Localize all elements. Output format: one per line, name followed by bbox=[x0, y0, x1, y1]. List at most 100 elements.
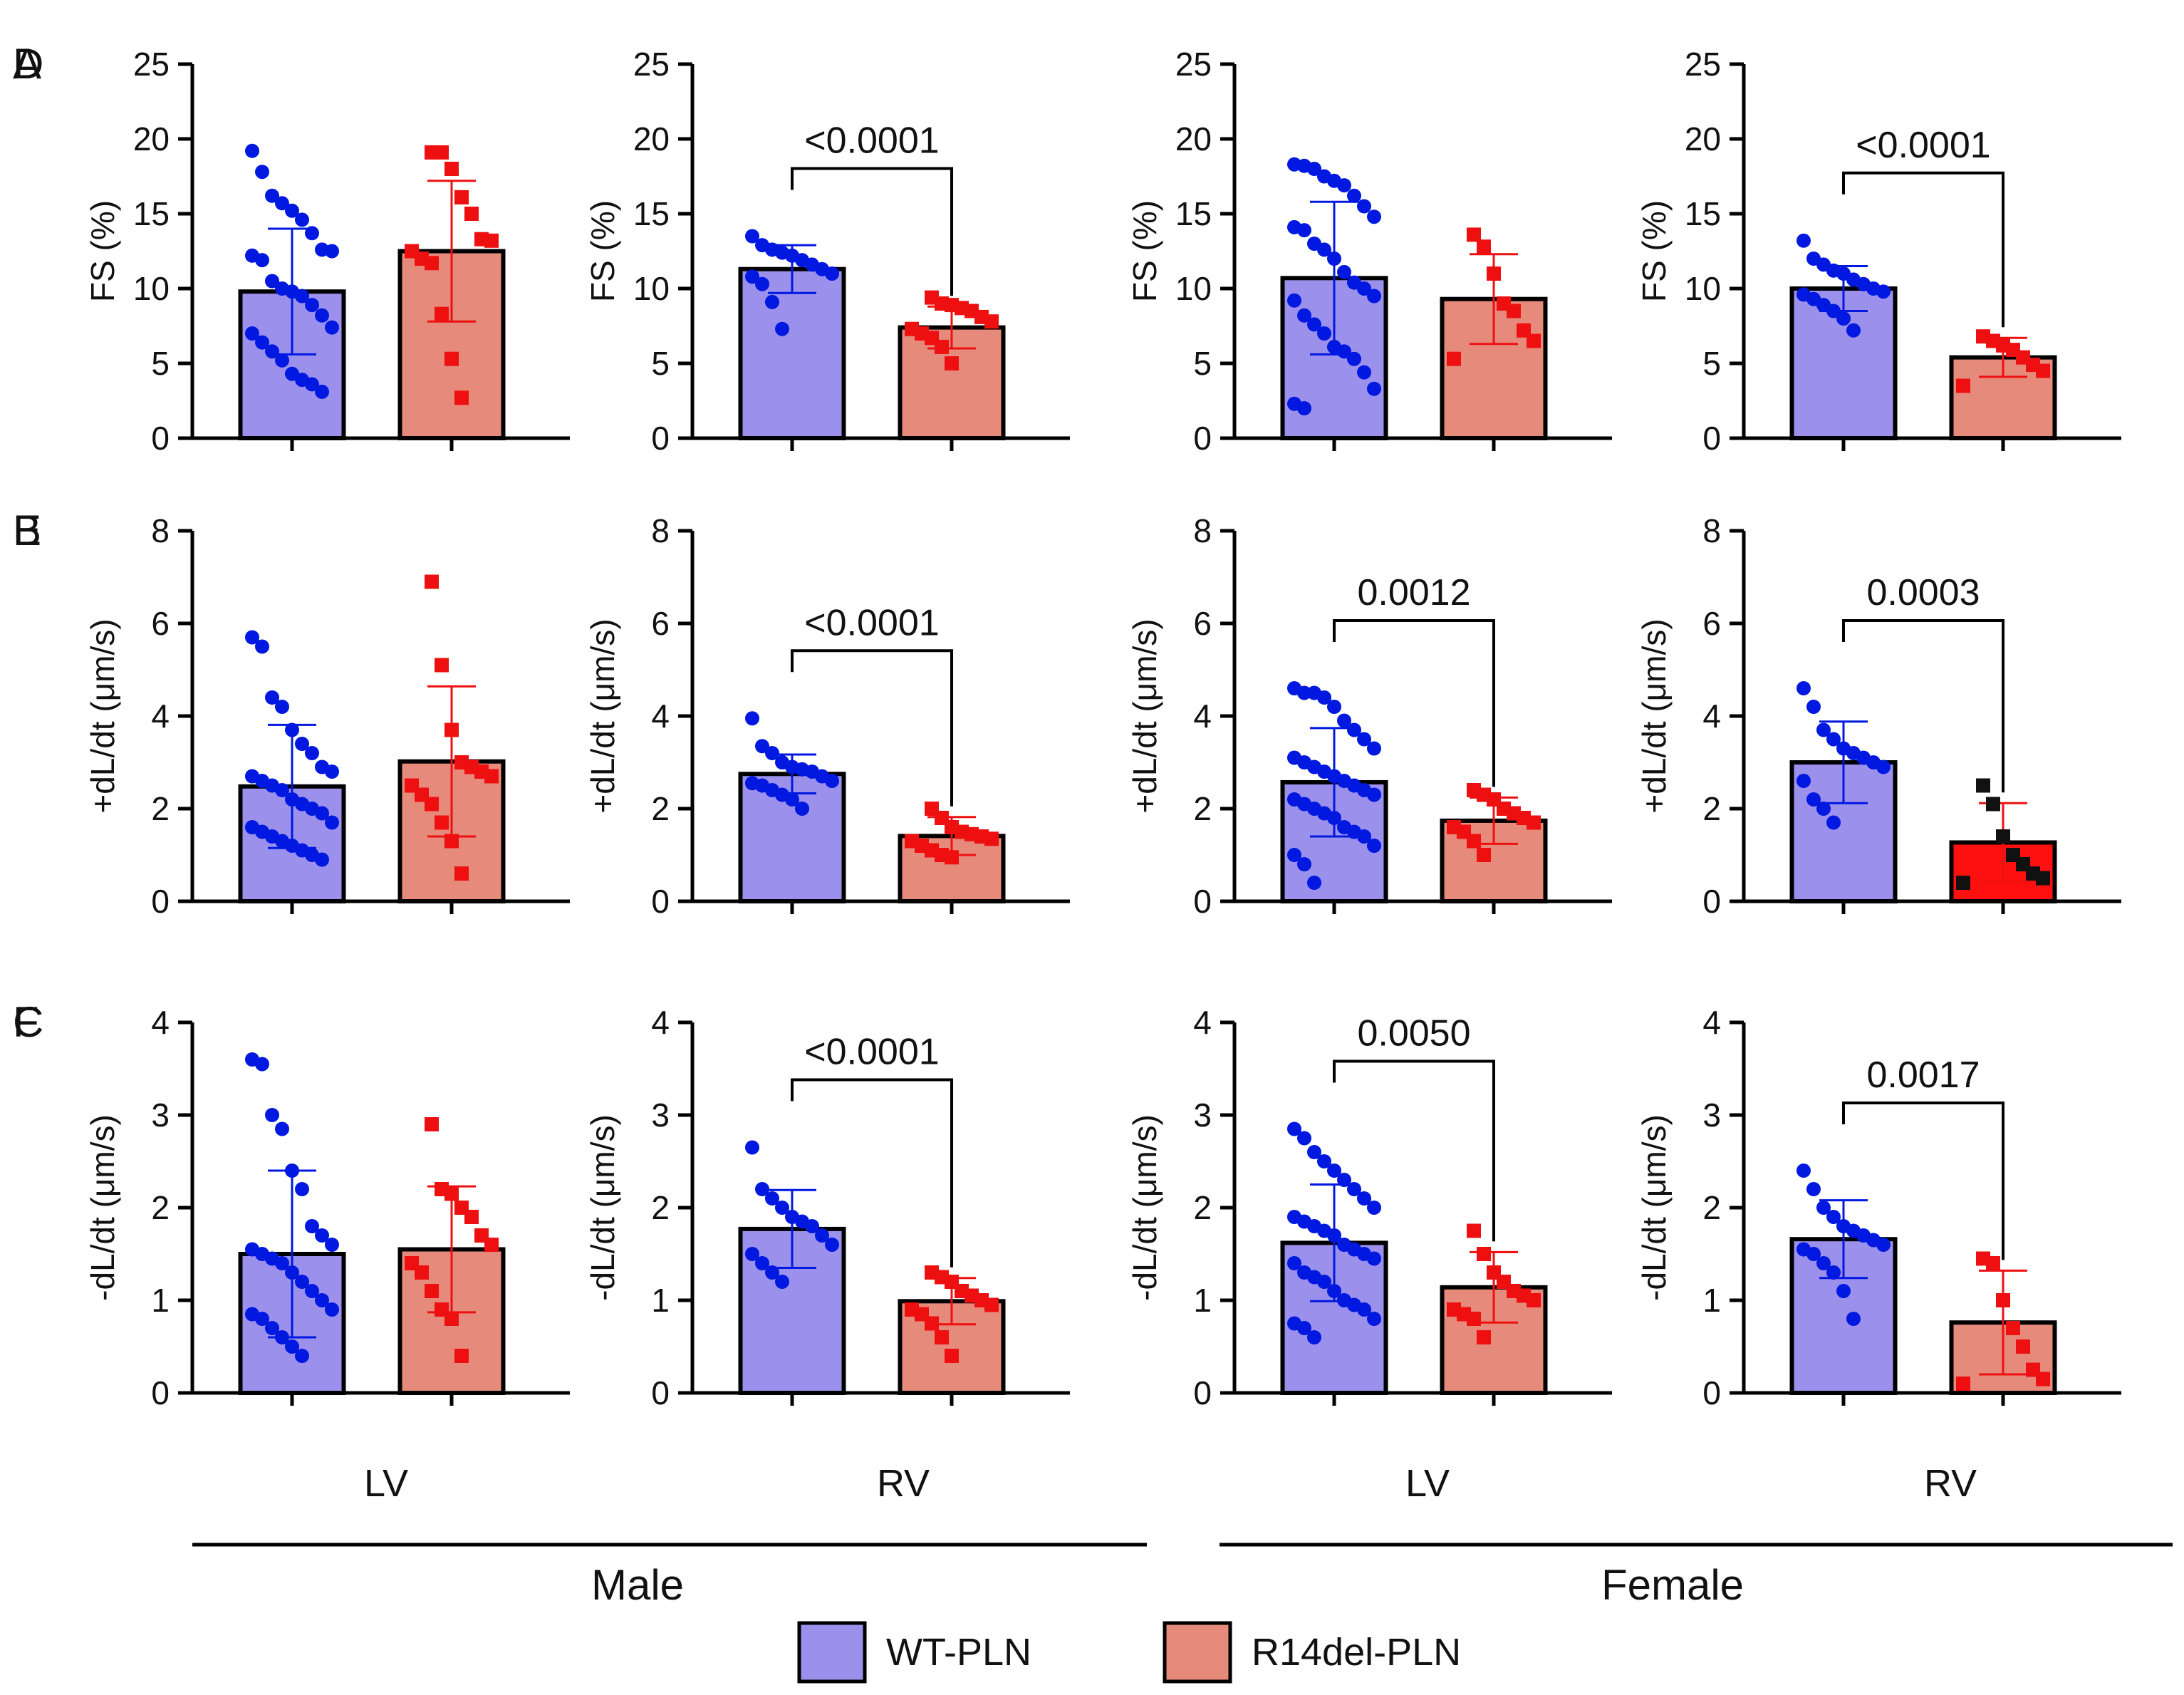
data-point bbox=[755, 276, 769, 291]
data-point bbox=[1297, 685, 1311, 700]
y-tick-label: 20 bbox=[133, 120, 170, 157]
y-tick-label: 0 bbox=[1193, 883, 1212, 920]
y-tick-label: 3 bbox=[1702, 1097, 1721, 1134]
data-point bbox=[315, 1228, 329, 1243]
data-point bbox=[295, 1182, 309, 1196]
data-point bbox=[444, 351, 459, 366]
y-tick-label: 6 bbox=[151, 605, 170, 642]
y-tick-label: 6 bbox=[651, 605, 670, 642]
data-point bbox=[745, 1140, 759, 1155]
chart-panel-5: B 0 2 4 6 8 +dL/dt (μm/s) bbox=[13, 507, 570, 920]
data-point bbox=[285, 203, 299, 218]
data-point bbox=[1826, 732, 1841, 747]
data-point bbox=[325, 320, 339, 335]
data-point bbox=[435, 306, 449, 321]
y-tick-label: 8 bbox=[1193, 512, 1212, 549]
significance-bracket bbox=[1333, 1059, 1495, 1242]
data-point bbox=[775, 1201, 789, 1215]
y-tick-label: 1 bbox=[1702, 1282, 1721, 1319]
data-point bbox=[1307, 1330, 1321, 1344]
data-point bbox=[425, 1284, 439, 1298]
data-point bbox=[1477, 239, 1491, 254]
p-value-label: <0.0001 bbox=[804, 120, 939, 162]
data-point bbox=[1976, 778, 1990, 793]
significance-bracket bbox=[791, 167, 953, 296]
y-tick-label: 5 bbox=[1702, 345, 1721, 382]
y-tick-label: 4 bbox=[151, 1004, 170, 1041]
data-point bbox=[2036, 871, 2050, 886]
y-tick-label: 2 bbox=[651, 1189, 670, 1226]
data-point bbox=[1876, 1238, 1891, 1252]
legend-label-wt: WT-PLN bbox=[886, 1631, 1031, 1674]
chart-panel-4: 0 5 10 15 20 25 FS (%) <0.0001 bbox=[1636, 46, 2121, 457]
tissue-label-male-lv: LV bbox=[364, 1462, 408, 1505]
data-point bbox=[1327, 1163, 1341, 1178]
data-point bbox=[425, 797, 439, 812]
data-point bbox=[1796, 233, 1811, 248]
data-point bbox=[265, 188, 279, 203]
data-point bbox=[454, 866, 469, 881]
chart-panel-2: 0 5 10 15 20 25 FS (%) <0.0001 bbox=[584, 46, 1070, 457]
data-point bbox=[1337, 264, 1351, 279]
data-point bbox=[444, 834, 459, 849]
y-axis-label: -dL/dt (μm/s) bbox=[84, 1114, 121, 1301]
data-point bbox=[945, 1349, 959, 1363]
data-point bbox=[765, 746, 779, 760]
data-point bbox=[1367, 1312, 1381, 1326]
data-point bbox=[1367, 209, 1381, 224]
data-point bbox=[305, 1219, 319, 1233]
data-point bbox=[1367, 741, 1381, 756]
data-point bbox=[444, 722, 459, 737]
data-point bbox=[1796, 774, 1811, 788]
data-point bbox=[1876, 760, 1891, 774]
data-point bbox=[1297, 223, 1311, 238]
data-point bbox=[1327, 1228, 1341, 1243]
data-point bbox=[1467, 1223, 1481, 1238]
data-point bbox=[265, 274, 279, 289]
data-point bbox=[2036, 363, 2050, 378]
p-value-label: 0.0017 bbox=[1866, 1054, 1980, 1096]
y-tick-label: 2 bbox=[651, 790, 670, 827]
data-point bbox=[444, 1312, 459, 1326]
data-point bbox=[1956, 378, 1970, 393]
y-axis-label: FS (%) bbox=[1636, 200, 1673, 302]
data-point bbox=[454, 1349, 469, 1363]
y-tick-label: 2 bbox=[151, 1189, 170, 1226]
y-tick-label: 4 bbox=[1193, 1004, 1212, 1041]
y-tick-label: 2 bbox=[1702, 1189, 1721, 1226]
data-point bbox=[785, 792, 799, 807]
chart-panel-12: 0 1 2 3 4 -dL/dt (μm/s) 0.0017 bbox=[1636, 1004, 2121, 1411]
data-point bbox=[265, 1108, 279, 1122]
data-point bbox=[1357, 1302, 1371, 1317]
data-point bbox=[1876, 284, 1891, 299]
data-point bbox=[755, 739, 769, 754]
chart-panel-8: 0 2 4 6 8 +dL/dt (μm/s) 0.0003 bbox=[1636, 512, 2121, 920]
data-point bbox=[765, 1191, 779, 1206]
data-point bbox=[454, 190, 469, 204]
data-point bbox=[1816, 1201, 1831, 1215]
data-point bbox=[805, 1219, 819, 1233]
data-point bbox=[1287, 1256, 1301, 1270]
data-point bbox=[1956, 1377, 1970, 1391]
data-point bbox=[1826, 815, 1841, 830]
data-point bbox=[255, 165, 269, 180]
data-point bbox=[1347, 1182, 1361, 1196]
data-point bbox=[245, 143, 259, 158]
y-tick-label: 4 bbox=[1193, 698, 1212, 735]
y-tick-label: 5 bbox=[151, 345, 170, 382]
data-point bbox=[1307, 876, 1321, 890]
data-point bbox=[1287, 1121, 1301, 1136]
y-tick-label: 0 bbox=[151, 420, 170, 457]
data-point bbox=[1337, 344, 1351, 359]
data-point bbox=[1357, 1191, 1371, 1206]
sex-label-male: Male bbox=[591, 1561, 684, 1609]
significance-bracket bbox=[1842, 1102, 2004, 1260]
y-axis-label: +dL/dt (μm/s) bbox=[84, 618, 121, 813]
panel-letter: B bbox=[13, 507, 41, 554]
y-tick-label: 0 bbox=[651, 1374, 670, 1411]
data-point bbox=[1337, 178, 1351, 193]
data-point bbox=[325, 1302, 339, 1317]
data-point bbox=[245, 630, 259, 645]
data-point bbox=[255, 639, 269, 654]
